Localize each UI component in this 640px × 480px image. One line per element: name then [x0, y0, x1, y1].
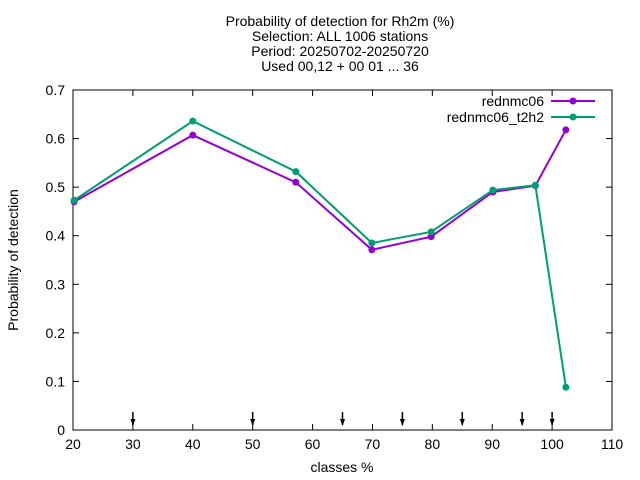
data-point: [189, 131, 197, 139]
legend-marker: [569, 113, 577, 121]
arrow-marker-head: [459, 419, 465, 426]
y-tick-label: 0.1: [46, 373, 66, 389]
x-tick-label: 90: [484, 436, 500, 452]
legend-label: rednmc06: [482, 93, 544, 109]
arrow-marker-head: [399, 419, 405, 426]
series-layer: [70, 117, 570, 391]
arrow-marker-head: [250, 419, 256, 426]
y-tick-label: 0.2: [46, 325, 66, 341]
title-line-3: Period: 20250702-20250720: [251, 43, 429, 59]
x-axis-label: classes %: [310, 459, 373, 475]
x-axis-ticks: 20 30 40 50 60 70 80 90 100 110: [65, 90, 623, 452]
plot-border: [72, 89, 613, 431]
arrow-marker-head: [130, 419, 136, 426]
y-tick-label: 0.7: [46, 82, 66, 98]
title-line-4: Used 00,12 + 00 01 ... 36: [261, 58, 419, 74]
y-axis-ticks: 0 0.1 0.2 0.3 0.4 0.5 0.6 0.7: [46, 82, 612, 438]
x-tick-label: 20: [65, 436, 81, 452]
title-line-2: Selection: ALL 1006 stations: [252, 28, 428, 44]
series-line: [73, 119, 567, 388]
arrow-marker-head: [519, 419, 525, 426]
data-point: [562, 383, 570, 391]
arrow-markers: [130, 412, 555, 426]
y-axis-label: Probability of detection: [5, 189, 21, 331]
x-tick-label: 100: [540, 436, 564, 452]
data-point: [489, 186, 497, 194]
y-tick-label: 0.3: [46, 276, 66, 292]
data-point: [189, 117, 197, 125]
y-tick-label: 0.6: [46, 131, 66, 147]
x-tick-label: 30: [125, 436, 141, 452]
arrow-marker-head: [340, 419, 345, 426]
data-point: [427, 233, 435, 241]
data-point: [427, 228, 435, 236]
x-tick-label: 110: [601, 436, 624, 452]
arrow-marker-head: [549, 419, 555, 426]
x-tick-label: 70: [365, 436, 381, 452]
data-point: [292, 178, 300, 186]
data-point: [368, 239, 376, 247]
legend-marker: [569, 97, 577, 105]
x-tick-label: 40: [185, 436, 201, 452]
x-tick-label: 80: [425, 436, 441, 452]
title-line-1: Probability of detection for Rh2m (%): [226, 13, 455, 29]
data-point: [368, 246, 376, 254]
chart-title: Probability of detection for Rh2m (%) Se…: [226, 13, 455, 74]
data-point: [531, 181, 539, 189]
y-tick-label: 0.4: [46, 228, 66, 244]
data-point: [292, 168, 300, 176]
y-tick-label: 0.5: [46, 179, 66, 195]
x-tick-label: 50: [245, 436, 261, 452]
legend-label: rednmc06_t2h2: [447, 109, 545, 125]
data-point: [70, 196, 78, 204]
series-2: [70, 117, 570, 391]
data-point: [562, 126, 570, 134]
x-tick-label: 60: [305, 436, 321, 452]
y-tick-label: 0: [57, 422, 65, 438]
